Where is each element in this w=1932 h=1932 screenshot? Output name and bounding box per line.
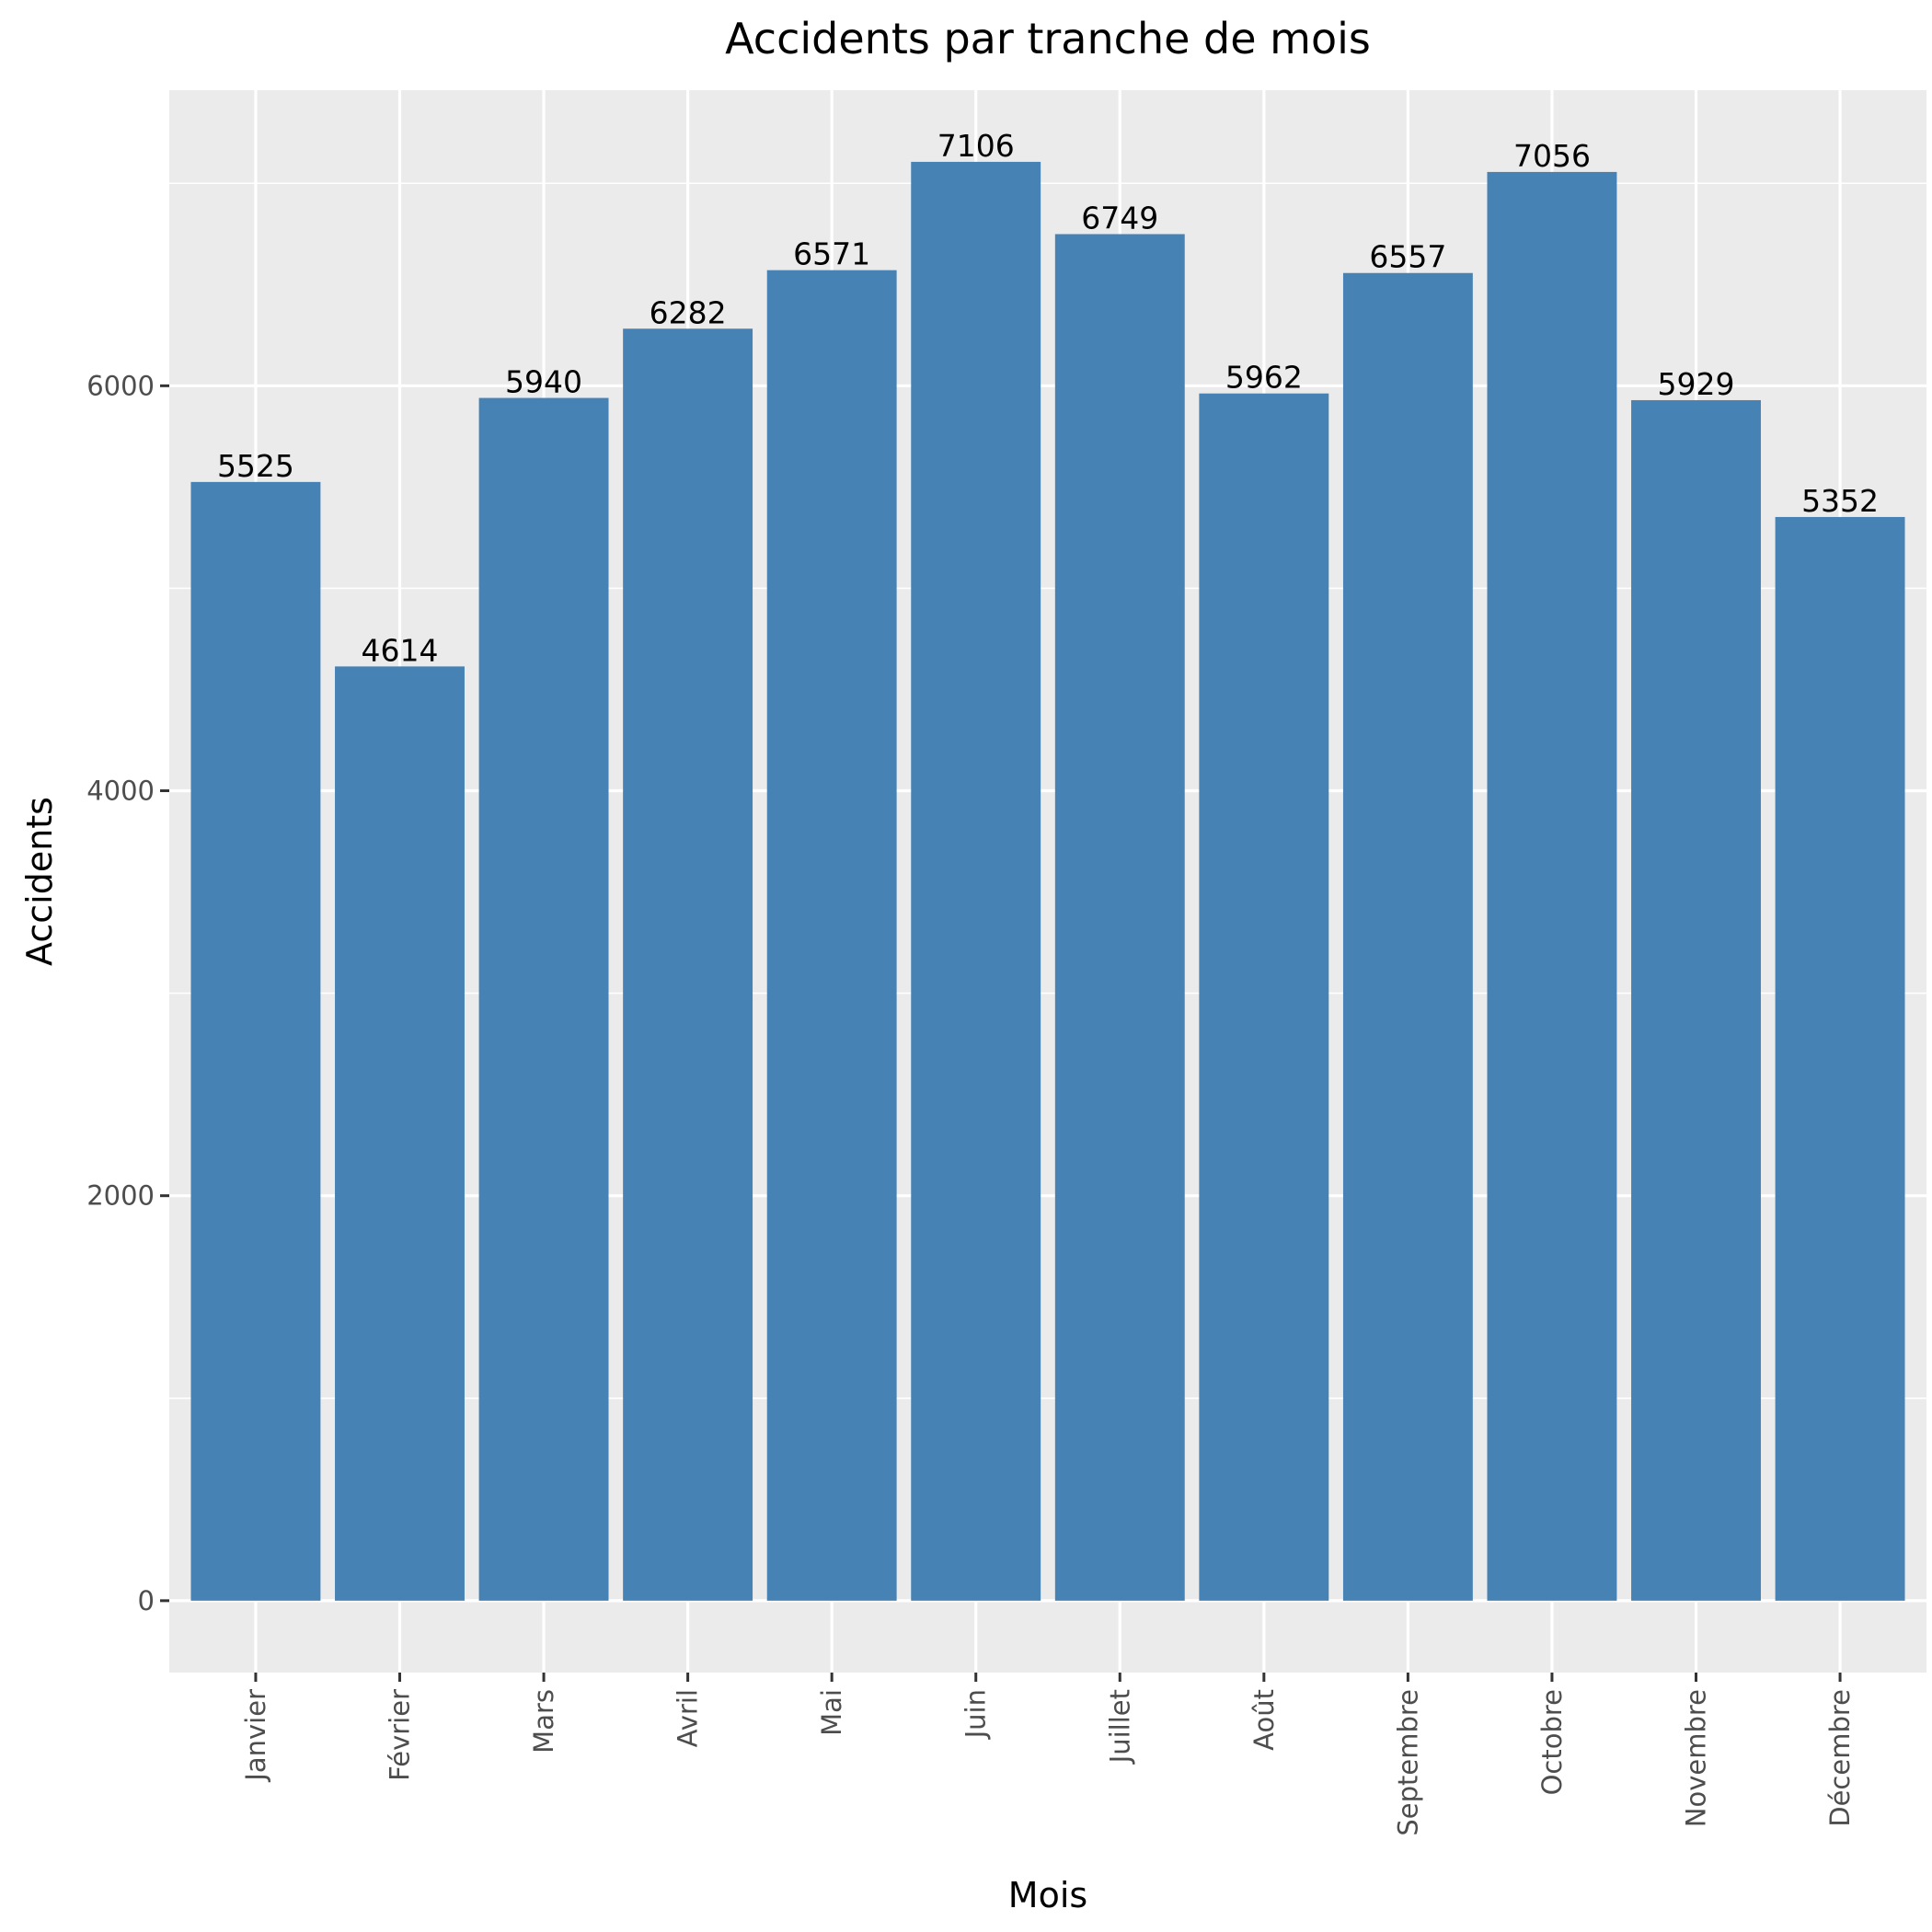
x-tick-label: Juin <box>960 1689 992 1740</box>
x-tick-label: Novembre <box>1681 1689 1712 1827</box>
x-tick-label: Avril <box>673 1689 704 1747</box>
y-tick-label: 4000 <box>86 776 155 807</box>
y-axis: 0 2000 4000 6000 <box>86 370 169 1616</box>
bar <box>478 397 609 1601</box>
x-axis-title: Mois <box>1008 1875 1087 1915</box>
x-tick-label: Août <box>1248 1689 1280 1751</box>
x-axis: Janvier Février Mars Avril Mai Juin Juillet Aoû… <box>240 1673 1856 1836</box>
x-tick-label: Janvier <box>240 1689 271 1783</box>
data-label: 5929 <box>1658 366 1735 402</box>
data-labels: 5525 4614 5940 6282 6571 7106 6749 5962 6557 7056… <box>217 128 1879 668</box>
bar <box>335 666 465 1601</box>
bar <box>1342 272 1473 1601</box>
x-tick-label: Décembre <box>1824 1689 1856 1827</box>
bar <box>766 270 897 1601</box>
x-tick-label: Juillet <box>1104 1689 1135 1765</box>
bar <box>1631 399 1761 1601</box>
data-label: 6557 <box>1369 239 1446 275</box>
bar <box>1775 516 1905 1601</box>
data-label: 5962 <box>1225 360 1303 396</box>
y-tick-label: 6000 <box>86 370 155 401</box>
data-label: 5525 <box>217 448 294 484</box>
chart-title: Accidents par tranche de mois <box>725 14 1371 63</box>
x-tick-label: Septembre <box>1392 1689 1423 1836</box>
bar <box>1487 171 1617 1601</box>
x-tick-label: Mars <box>528 1689 559 1754</box>
data-label: 4614 <box>361 632 438 668</box>
bar <box>623 328 753 1601</box>
bar <box>911 161 1041 1601</box>
bar <box>1199 393 1329 1601</box>
bar <box>1054 234 1185 1601</box>
x-tick-label: Octobre <box>1536 1689 1568 1795</box>
data-label: 6571 <box>793 236 870 272</box>
y-tick-label: 2000 <box>86 1180 155 1212</box>
y-axis-title: Accidents <box>19 797 60 966</box>
data-label: 5940 <box>505 364 582 400</box>
data-label: 7106 <box>937 128 1015 164</box>
data-label: 6282 <box>650 294 727 330</box>
x-tick-label: Février <box>384 1689 415 1781</box>
data-label: 5352 <box>1801 483 1879 519</box>
bars <box>190 161 1905 1601</box>
y-tick-label: 0 <box>138 1585 155 1616</box>
bar <box>190 481 321 1601</box>
x-tick-label: Mai <box>816 1689 847 1736</box>
data-label: 6749 <box>1081 200 1158 236</box>
data-label: 7056 <box>1513 138 1591 174</box>
